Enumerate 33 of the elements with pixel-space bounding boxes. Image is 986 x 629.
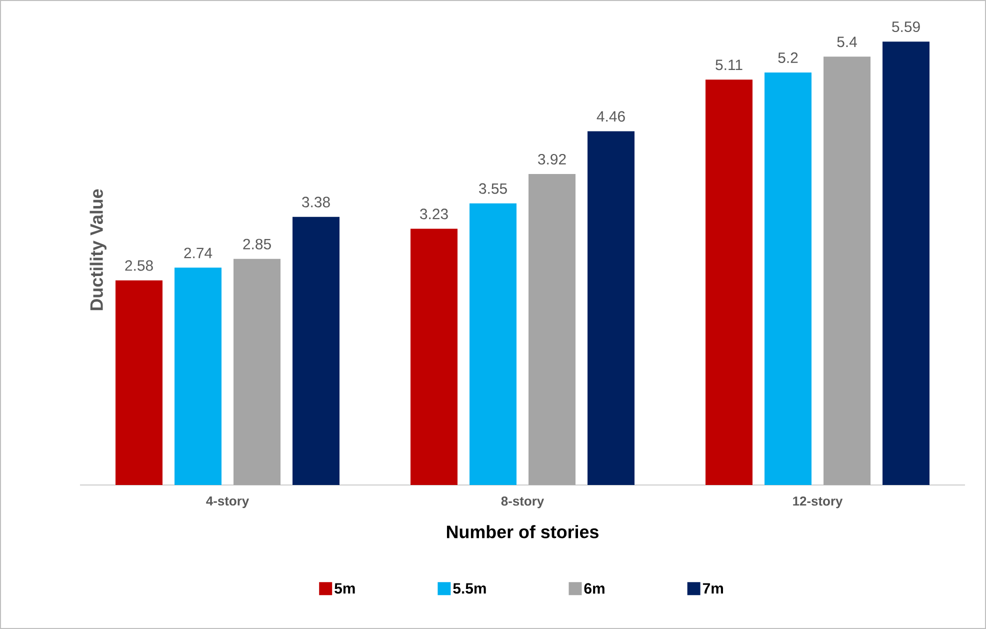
legend-label: 5.5m — [453, 583, 486, 594]
bar — [174, 268, 222, 485]
bar — [764, 72, 812, 485]
bar — [470, 203, 517, 485]
data-label: 5.59 — [892, 21, 920, 32]
bar — [234, 258, 281, 485]
bar — [588, 131, 635, 485]
data-label: 3.38 — [302, 196, 330, 208]
bar — [824, 56, 871, 485]
bar — [882, 42, 930, 485]
x-tick-label: 4-story — [206, 496, 250, 508]
data-label: 4.46 — [596, 111, 625, 122]
legend-label: 5m — [334, 583, 355, 594]
data-label: 3.92 — [538, 154, 566, 165]
data-label: 3.23 — [420, 208, 448, 220]
bar — [706, 80, 753, 485]
x-tick-label: 8-story — [501, 496, 544, 508]
bar — [116, 280, 163, 485]
data-label: 5.2 — [778, 52, 798, 63]
data-label: 5.4 — [837, 36, 857, 48]
bar — [528, 174, 576, 485]
data-label: 2.85 — [243, 238, 271, 250]
y-axis-title: Ductility Value — [90, 189, 106, 310]
data-label: 2.74 — [184, 248, 212, 258]
x-tick-label: 12-story — [793, 496, 843, 508]
legend-label: 7m — [702, 583, 723, 594]
data-label: 5.11 — [716, 60, 742, 70]
bar — [292, 216, 340, 485]
data-label: 2.58 — [125, 260, 153, 271]
x-axis-title: Number of stories — [446, 525, 598, 538]
bar — [410, 228, 458, 485]
data-label: 3.55 — [479, 183, 507, 194]
legend-label: 6m — [584, 583, 604, 594]
